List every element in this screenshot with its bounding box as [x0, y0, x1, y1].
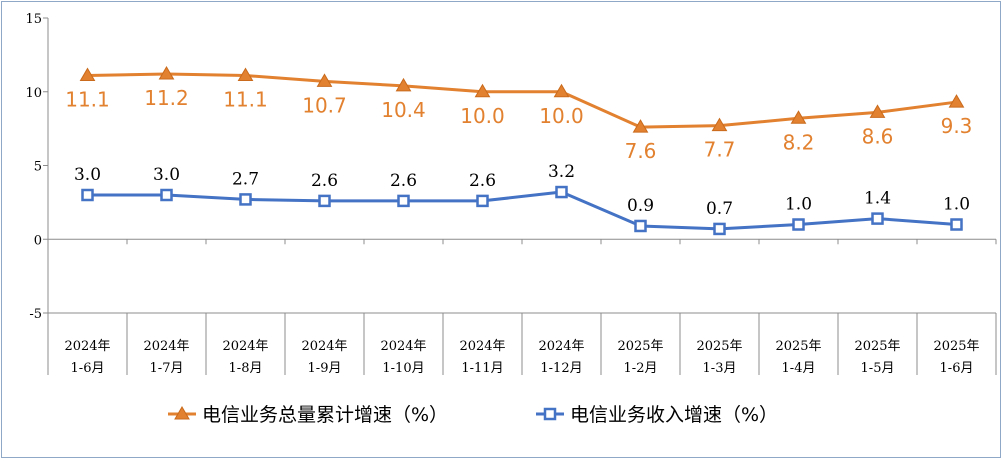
triangle-marker	[79, 67, 96, 82]
data-label: 0.7	[706, 199, 733, 219]
square-marker	[634, 219, 647, 233]
legend-triangle-marker	[174, 406, 190, 420]
triangle-marker	[395, 77, 412, 92]
x-tick-label-year: 2024年	[64, 339, 110, 354]
x-tick-label-year: 2025年	[696, 339, 742, 354]
x-tick-label-period: 1-2月	[624, 361, 658, 376]
legend-label-2: 电信业务收入增速（%）	[570, 404, 778, 426]
data-label: 11.2	[144, 86, 189, 110]
data-label: 10.4	[381, 98, 426, 122]
data-label: 10.0	[460, 104, 505, 128]
y-tick-label: 0	[34, 233, 42, 248]
x-tick-label-year: 2024年	[301, 339, 347, 354]
series-line-1	[87, 72, 957, 129]
data-label: 0.9	[627, 196, 654, 216]
x-tick-label-period: 1-4月	[782, 361, 816, 376]
triangle-marker	[474, 83, 491, 98]
square-marker	[239, 193, 252, 206]
square-marker	[476, 194, 489, 208]
x-tick-label-period: 1-8月	[229, 361, 263, 376]
data-label: 11.1	[65, 88, 110, 112]
x-tick-label-period: 1-6月	[940, 361, 974, 376]
x-tick-label-year: 2025年	[854, 339, 900, 354]
x-tick-label-period: 1-7月	[150, 361, 184, 376]
triangle-marker	[316, 73, 333, 87]
square-marker	[81, 188, 94, 202]
legend-label-1: 电信业务总量累计增速（%）	[202, 404, 448, 426]
series-lines	[87, 72, 957, 231]
triangle-marker	[948, 94, 965, 108]
y-tick-label: -5	[29, 307, 42, 322]
data-label: 1.0	[943, 195, 970, 215]
series-line-2	[87, 190, 957, 231]
x-tick-label-period: 1-12月	[540, 361, 582, 376]
triangle-marker	[237, 67, 254, 82]
y-tick-label: 5	[34, 160, 42, 175]
square-marker	[397, 194, 410, 208]
x-tick-label-year: 2024年	[380, 339, 426, 354]
data-label: 2.6	[390, 171, 417, 191]
legend-square-marker	[543, 407, 557, 421]
x-tick-label-year: 2025年	[617, 339, 663, 354]
square-marker	[318, 194, 331, 208]
triangle-marker	[711, 117, 728, 132]
square-marker	[555, 185, 568, 199]
data-label: 3.0	[153, 165, 180, 185]
data-label: 8.2	[783, 130, 815, 154]
data-label: 2.6	[311, 171, 338, 191]
x-tick-label-year: 2025年	[933, 339, 979, 354]
data-label: 9.3	[941, 114, 973, 138]
triangle-marker	[632, 119, 649, 133]
x-tick-label-period: 1-10月	[382, 361, 424, 376]
x-tick-label-period: 1-9月	[308, 361, 342, 376]
triangle-marker	[553, 83, 570, 98]
data-label: 2.6	[469, 171, 496, 191]
square-marker	[871, 212, 884, 225]
x-tick-label-year: 2024年	[143, 339, 189, 354]
data-label: 2.7	[232, 169, 259, 189]
axes: -5 0 5 10 15 2024年 1-6月 2024年 1-7月 2024年 1-8月 2024年…	[25, 12, 997, 376]
x-tick-label-year: 2025年	[775, 339, 821, 354]
data-labels: 11.1 11.2 11.1 10.7 10.4 10.0 10.0 7.6 7.7 8.2 8.6…	[65, 86, 972, 219]
data-label: 10.7	[302, 93, 347, 117]
x-tick-label-period: 1-11月	[461, 361, 503, 376]
x-tick-label-year: 2024年	[222, 339, 268, 354]
series-markers	[79, 66, 965, 236]
x-tick-label-period: 1-5月	[861, 361, 895, 376]
data-label: 11.1	[223, 88, 268, 112]
x-tick-label-period: 1-3月	[703, 361, 737, 376]
triangle-marker	[869, 104, 886, 118]
data-label: 3.2	[548, 162, 575, 182]
square-marker	[792, 218, 805, 231]
y-tick-label: 10	[25, 86, 42, 101]
square-marker	[950, 218, 963, 231]
data-label: 3.0	[74, 165, 101, 185]
data-label: 10.0	[539, 104, 584, 128]
square-marker	[713, 222, 726, 236]
data-label: 1.4	[864, 189, 891, 209]
legend: 电信业务总量累计增速（%） 电信业务收入增速（%）	[168, 404, 778, 426]
data-label: 7.7	[704, 138, 736, 162]
x-tick-label-year: 2024年	[538, 339, 584, 354]
y-tick-label: 15	[25, 12, 42, 27]
square-marker	[160, 188, 173, 202]
x-tick-label-period: 1-6月	[71, 361, 105, 376]
data-label: 8.6	[862, 124, 894, 148]
triangle-marker	[158, 66, 175, 80]
triangle-marker	[790, 110, 807, 124]
data-label: 7.6	[625, 139, 657, 163]
data-label: 1.0	[785, 195, 812, 215]
x-tick-label-year: 2024年	[459, 339, 505, 354]
